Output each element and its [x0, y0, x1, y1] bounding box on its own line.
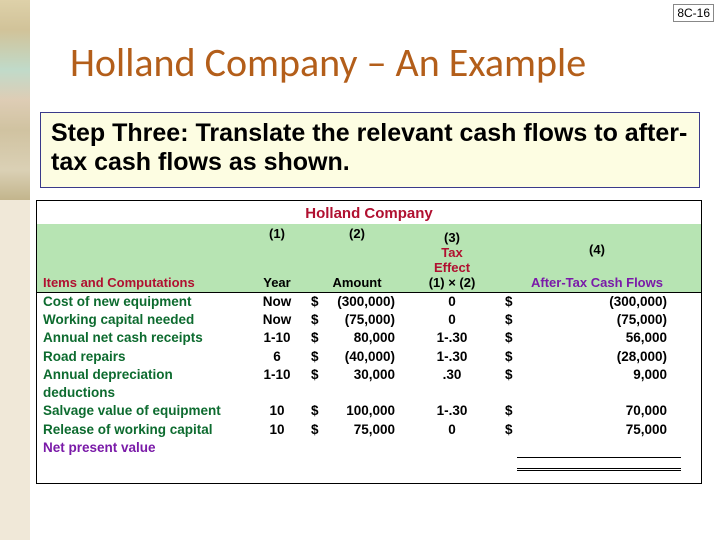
row-currency: $	[307, 311, 327, 329]
row-year: 10	[247, 421, 307, 439]
row-year: 6	[247, 348, 307, 366]
row-currency-2: $	[497, 421, 527, 439]
page-number: 8C-16	[673, 4, 714, 22]
row-year: Now	[247, 293, 307, 311]
col-tax-top: Tax	[441, 245, 462, 260]
row-tax-effect: .30	[407, 366, 497, 402]
table-row: Salvage value of equipment10$100,0001-.3…	[37, 402, 701, 420]
table-header: Items and Computations (1) Year (2) Amou…	[37, 224, 701, 293]
col-year-label: Year	[263, 275, 290, 290]
row-amount: 80,000	[327, 329, 407, 347]
table-row: Road repairs6$(40,000)1-.30$(28,000)	[37, 348, 701, 366]
col-tax-mid: Effect	[434, 260, 470, 275]
row-item: Working capital needed	[37, 311, 247, 329]
row-tax-effect	[407, 439, 497, 457]
row-currency: $	[307, 402, 327, 420]
row-amount	[327, 439, 407, 457]
row-aftertax: 75,000	[527, 421, 697, 439]
col-amount: (2) Amount	[307, 224, 407, 292]
row-item: Release of working capital	[37, 421, 247, 439]
row-currency-2: $	[497, 329, 527, 347]
row-currency: $	[307, 421, 327, 439]
row-currency-2: $	[497, 348, 527, 366]
row-aftertax: 70,000	[527, 402, 697, 420]
company-name: Holland Company	[37, 201, 701, 224]
row-year: Now	[247, 311, 307, 329]
table-body: Cost of new equipmentNow$(300,000)0$(300…	[37, 293, 701, 483]
row-item: Net present value	[37, 439, 247, 457]
col-items: Items and Computations	[37, 224, 247, 292]
row-amount: (75,000)	[327, 311, 407, 329]
row-currency	[307, 439, 327, 457]
step-text: Step Three: Translate the relevant cash …	[51, 119, 689, 177]
col-aftertax-label: After-Tax Cash Flows	[531, 275, 663, 290]
row-tax-effect: 1-.30	[407, 329, 497, 347]
row-currency-2: $	[497, 311, 527, 329]
row-item: Annual depreciation deductions	[37, 366, 247, 402]
table-row: Release of working capital10$75,0000$75,…	[37, 421, 701, 439]
row-currency-2	[497, 439, 527, 457]
row-currency: $	[307, 366, 327, 402]
cashflow-table: Holland Company Items and Computations (…	[36, 200, 702, 484]
row-amount: (40,000)	[327, 348, 407, 366]
row-tax-effect: 0	[407, 311, 497, 329]
row-aftertax: 56,000	[527, 329, 697, 347]
step-box: Step Three: Translate the relevant cash …	[40, 112, 700, 188]
slide-title: Holland Company – An Example	[70, 38, 690, 87]
row-tax-effect: 0	[407, 293, 497, 311]
col-num-1: (1)	[269, 226, 285, 241]
row-currency: $	[307, 348, 327, 366]
col-num-3: (3)	[444, 230, 460, 245]
row-amount: (300,000)	[327, 293, 407, 311]
col-tax-sub: (1) × (2)	[429, 275, 476, 290]
row-aftertax: (75,000)	[527, 311, 697, 329]
total-double-rule	[517, 468, 681, 471]
row-aftertax: 9,000	[527, 366, 697, 402]
row-currency-2: $	[497, 293, 527, 311]
row-amount: 75,000	[327, 421, 407, 439]
row-currency: $	[307, 293, 327, 311]
row-currency: $	[307, 329, 327, 347]
row-amount: 30,000	[327, 366, 407, 402]
table-row: Annual net cash receipts1-10$80,0001-.30…	[37, 329, 701, 347]
row-currency-2: $	[497, 402, 527, 420]
col-num-2: (2)	[349, 226, 365, 241]
table-row: Cost of new equipmentNow$(300,000)0$(300…	[37, 293, 701, 311]
row-aftertax: (300,000)	[527, 293, 697, 311]
row-item: Annual net cash receipts	[37, 329, 247, 347]
row-item: Cost of new equipment	[37, 293, 247, 311]
subtotal-rule	[517, 457, 681, 458]
table-row: Net present value	[37, 439, 701, 457]
row-year: 10	[247, 402, 307, 420]
col-amount-label: Amount	[332, 275, 381, 290]
row-item: Road repairs	[37, 348, 247, 366]
row-item: Salvage value of equipment	[37, 402, 247, 420]
row-aftertax	[527, 439, 697, 457]
col-year: (1) Year	[247, 224, 307, 292]
row-year: 1-10	[247, 366, 307, 402]
col-num-4: (4)	[589, 242, 605, 257]
row-tax-effect: 1-.30	[407, 402, 497, 420]
table-row: Working capital neededNow$(75,000)0$(75,…	[37, 311, 701, 329]
row-currency-2: $	[497, 366, 527, 402]
row-amount: 100,000	[327, 402, 407, 420]
col-items-label: Items and Computations	[43, 275, 195, 290]
decorative-sidebar-lower	[0, 200, 30, 540]
table-row: Annual depreciation deductions1-10$30,00…	[37, 366, 701, 402]
col-aftertax: (4) After-Tax Cash Flows	[497, 224, 697, 292]
col-tax-effect: (3) Tax Effect (1) × (2)	[407, 224, 497, 292]
decorative-sidebar	[0, 0, 30, 200]
row-year	[247, 439, 307, 457]
row-aftertax: (28,000)	[527, 348, 697, 366]
row-tax-effect: 1-.30	[407, 348, 497, 366]
row-year: 1-10	[247, 329, 307, 347]
row-tax-effect: 0	[407, 421, 497, 439]
